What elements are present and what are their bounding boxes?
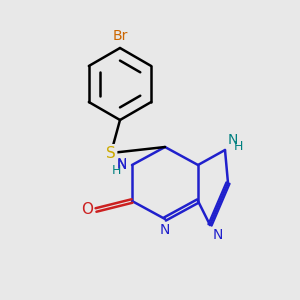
Text: S: S (105, 147, 114, 162)
Text: H: H (234, 140, 243, 154)
Text: N: N (117, 157, 128, 170)
Text: N: N (228, 133, 238, 147)
Text: Br: Br (112, 29, 128, 44)
Text: N: N (213, 228, 224, 242)
Text: N: N (117, 158, 128, 172)
Text: O: O (81, 202, 93, 217)
Text: S: S (106, 146, 116, 160)
Text: N: N (160, 224, 170, 238)
Text: H: H (112, 164, 122, 178)
